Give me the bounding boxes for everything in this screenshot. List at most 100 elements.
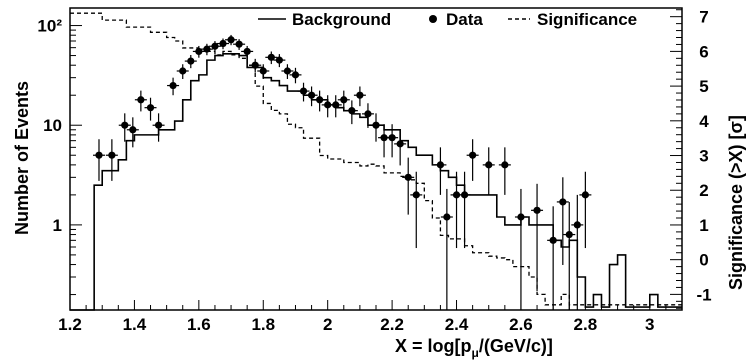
data-marker [436,161,445,169]
data-marker [380,134,388,142]
data-marker [187,57,195,65]
data-marker [501,161,509,169]
data-point [466,139,479,181]
x-axis-label: X = log[pμ/(GeV/c)] [395,336,553,360]
data-marker [324,101,332,109]
y-axis-label: Number of Events [12,81,32,235]
x-tick-label: 2.8 [574,315,598,334]
data-point [281,64,294,80]
data-point [345,100,358,125]
data-point [498,147,511,195]
data-marker [235,40,243,48]
data-marker [146,104,155,112]
data-point [167,77,180,96]
data-marker [316,96,324,104]
data-point [217,38,229,50]
x-tick-label: 2.4 [445,315,469,334]
y-right-ticks: -1 0 1 2 3 4 5 6 7 [670,8,712,309]
data-marker [129,126,137,134]
data-point [571,194,584,310]
data-point [144,97,157,121]
x-tick-label: 2.2 [380,315,404,334]
data-point [273,54,286,68]
data-marker [396,140,404,148]
x-tick-label: 1.4 [123,315,147,334]
x-ticks: 1.2 1.4 1.6 1.8 2 2.2 2.4 2.6 2.8 3 [58,300,683,334]
data-marker [137,96,145,104]
x-tick-label: 1.6 [187,315,211,334]
data-point [579,171,592,249]
data-point [289,67,302,84]
data-marker [443,213,451,221]
y-tick-label: 1 [53,216,62,235]
data-point [434,147,447,195]
y-right-axis-label: Significance (>X) [σ] [726,115,746,290]
legend-significance-label: Significance [537,10,637,29]
data-point [337,90,350,112]
data-marker [356,91,364,99]
data-marker [219,39,227,48]
data-marker [108,151,116,159]
data-point [410,171,423,249]
data-marker [283,67,292,75]
data-point [249,58,262,73]
data-point [184,55,197,69]
data-marker [291,71,300,79]
y-tick-label: 10 [43,116,62,135]
data-point [297,82,310,102]
data-marker [372,121,380,129]
data-marker [412,191,420,199]
data-point [402,157,415,215]
data-marker [95,151,103,159]
data-marker [154,121,163,129]
data-point [152,113,165,142]
x-tick-label: 2 [323,315,332,334]
plot-frame [69,7,683,311]
data-marker [573,221,581,229]
data-marker [179,67,187,75]
legend-data-label: Data [446,10,483,29]
data-point [321,95,334,118]
data-point [386,124,399,158]
data-marker [259,67,267,75]
data-marker [485,161,493,169]
y-right-tick-label: 7 [699,8,708,27]
data-marker [332,101,340,109]
y-right-tick-label: 2 [699,181,708,200]
data-point [353,86,366,107]
data-point [458,171,471,249]
x-tick-label: 3 [645,315,654,334]
data-marker [460,191,469,199]
x-tick-label: 2.6 [509,315,533,334]
data-marker [452,191,461,199]
data-point [257,64,270,80]
x-tick-label: 1.8 [251,315,275,334]
data-point [563,202,576,310]
data-point [241,45,254,58]
data-marker [517,213,525,221]
data-point [329,95,342,118]
data-point [92,139,105,181]
data-marker [565,230,573,239]
data-marker [299,87,308,95]
data-point [225,34,238,46]
data-marker [364,110,372,118]
data-marker [203,45,211,53]
y-tick-label: 10² [37,17,62,36]
data-point [313,90,326,112]
significance-series [70,12,682,306]
data-point [192,45,205,58]
data-marker [275,56,283,64]
y-right-tick-label: 4 [699,112,709,131]
data-point [126,117,139,148]
data-marker [121,121,129,129]
data-marker [469,151,477,159]
data-marker [340,96,348,104]
data-marker [267,53,275,61]
data-marker [581,191,589,199]
legend: Background Data Significance [258,10,637,29]
background-series [70,53,682,311]
data-marker [388,134,396,142]
data-point [394,129,407,166]
